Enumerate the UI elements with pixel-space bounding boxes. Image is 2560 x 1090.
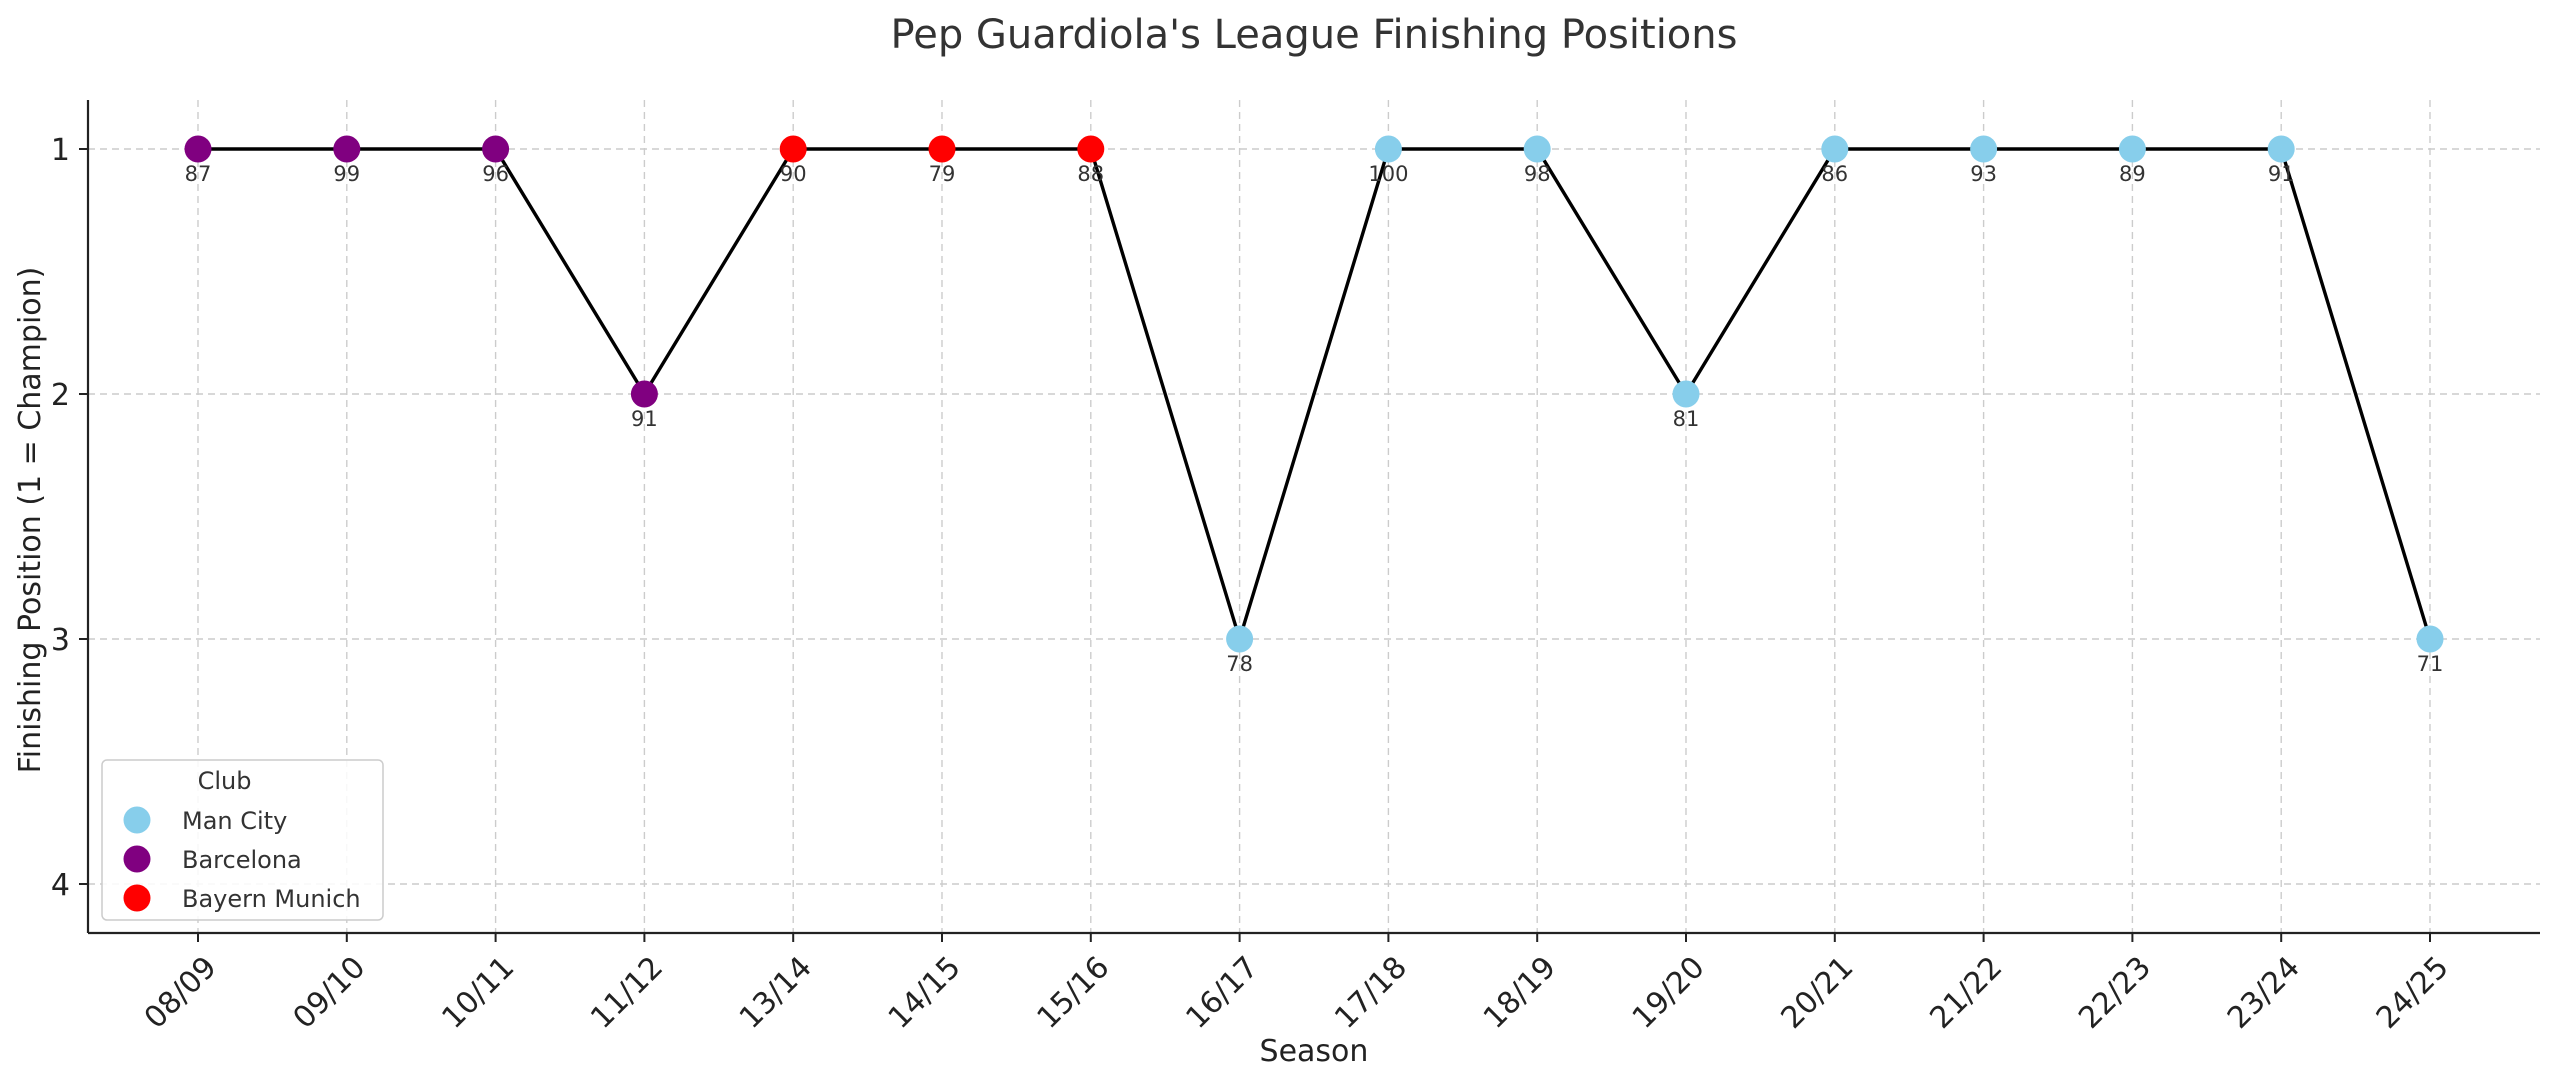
x-tick-label: 20/21 xyxy=(1775,950,1861,1036)
y-tick-label: 4 xyxy=(51,868,70,903)
x-tick-label: 21/22 xyxy=(1923,950,2009,1036)
data-label: 88 xyxy=(1077,162,1104,186)
data-label: 79 xyxy=(929,162,956,186)
legend-label: Bayern Munich xyxy=(182,885,361,913)
data-point xyxy=(1523,135,1551,163)
data-label: 99 xyxy=(333,162,360,186)
legend-marker xyxy=(123,884,151,912)
x-tick-label: 14/15 xyxy=(882,950,968,1036)
data-label: 91 xyxy=(631,407,658,431)
chart-title: Pep Guardiola's League Finishing Positio… xyxy=(891,12,1738,58)
y-tick-label: 2 xyxy=(51,378,70,413)
x-tick-label: 17/18 xyxy=(1328,950,1414,1036)
data-label: 96 xyxy=(482,162,509,186)
x-tick-label: 13/14 xyxy=(733,950,819,1036)
legend-marker xyxy=(123,806,151,834)
axes: 08/09 09/10 10/11 11/12 13/14 14/15 15/16 16/17… xyxy=(51,100,2540,1036)
legend: Club Man City Barcelona Bayern Munich xyxy=(101,759,384,921)
legend-frame xyxy=(101,759,384,921)
data-point xyxy=(333,135,361,163)
y-tick-label: 1 xyxy=(51,133,70,168)
data-point xyxy=(1672,380,1700,408)
x-tick-label: 16/17 xyxy=(1179,950,1265,1036)
legend-title: Club xyxy=(198,767,252,795)
data-label: 98 xyxy=(1524,162,1551,186)
x-tick-label: 19/20 xyxy=(1626,950,1712,1036)
data-point xyxy=(2416,625,2444,653)
data-point xyxy=(1077,135,1105,163)
data-label: 87 xyxy=(185,162,212,186)
y-tick-label: 3 xyxy=(51,623,70,658)
series xyxy=(184,135,2444,653)
legend-label: Man City xyxy=(182,807,287,835)
data-point xyxy=(1821,135,1849,163)
data-point xyxy=(184,135,212,163)
data-point xyxy=(630,380,658,408)
x-tick-label: 15/16 xyxy=(1031,950,1117,1036)
data-point xyxy=(2267,135,2295,163)
x-tick-label: 22/23 xyxy=(2072,950,2158,1036)
x-tick-label: 18/19 xyxy=(1477,950,1563,1036)
x-tick-label: 10/11 xyxy=(435,950,521,1036)
legend-label: Barcelona xyxy=(182,846,302,874)
x-tick-label: 08/09 xyxy=(138,950,224,1036)
data-label: 81 xyxy=(1673,407,1700,431)
grid xyxy=(88,100,2540,933)
data-point xyxy=(779,135,807,163)
data-point xyxy=(1374,135,1402,163)
data-label: 71 xyxy=(2417,652,2444,676)
x-tick-label: 23/24 xyxy=(2221,950,2307,1036)
data-label: 93 xyxy=(1970,162,1997,186)
legend-marker xyxy=(123,845,151,873)
x-axis-title: Season xyxy=(1260,1034,1369,1069)
data-point xyxy=(2118,135,2146,163)
data-labels: 87 99 96 91 90 79 88 78 100 98 81 86 93 89 91 71 xyxy=(185,162,2444,676)
x-tick-label: 11/12 xyxy=(584,950,670,1036)
data-point xyxy=(928,135,956,163)
data-point xyxy=(482,135,510,163)
data-label: 78 xyxy=(1226,652,1253,676)
data-point xyxy=(1226,625,1254,653)
x-tick-label: 09/10 xyxy=(287,950,373,1036)
data-point xyxy=(1970,135,1998,163)
data-label: 90 xyxy=(780,162,807,186)
x-tick-label: 24/25 xyxy=(2370,950,2456,1036)
data-label: 89 xyxy=(2119,162,2146,186)
data-label: 91 xyxy=(2268,162,2295,186)
series-line xyxy=(198,147,2432,645)
y-axis-title: Finishing Position (1 = Champion) xyxy=(13,267,48,774)
data-label: 100 xyxy=(1368,162,1408,186)
data-label: 86 xyxy=(1821,162,1848,186)
